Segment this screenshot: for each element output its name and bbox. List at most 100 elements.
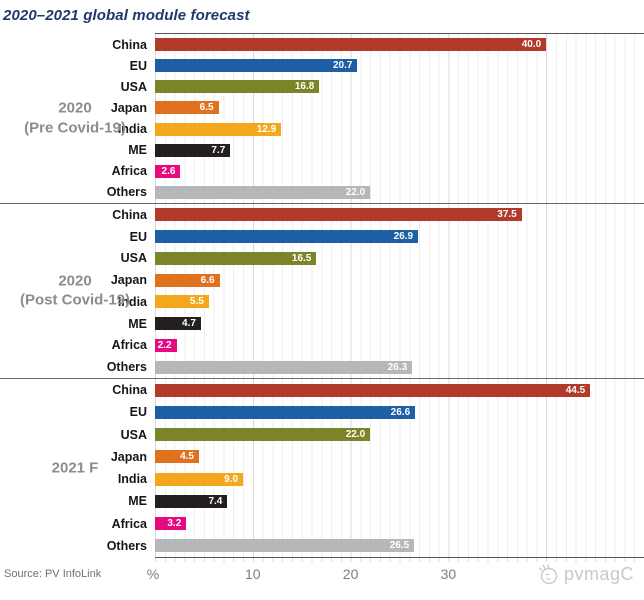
bar-track: 16.8 bbox=[155, 80, 644, 94]
bar-me: 7.4 bbox=[155, 494, 228, 508]
value-label: 26.9 bbox=[393, 231, 414, 243]
forecast-panel-2: 2020 (Post Covid-19) China 37.5 EU 26.9 USA 16.… bbox=[0, 203, 644, 378]
category-label-africa: Africa bbox=[111, 338, 147, 353]
bar-india: 12.9 bbox=[155, 122, 282, 136]
category-label-africa: Africa bbox=[111, 164, 147, 179]
axis-tick-marks bbox=[155, 558, 644, 562]
category-label-usa: USA bbox=[120, 427, 147, 442]
bar-row: Japan 6.6 bbox=[0, 269, 644, 291]
bar-row: Africa 2.2 bbox=[0, 335, 644, 357]
forecast-panel-1: 2020 (Pre Covid-19) China 40.0 EU 20.7 USA 16.8… bbox=[0, 33, 644, 203]
bar-row: Japan 4.5 bbox=[0, 446, 644, 468]
panel-separator bbox=[0, 378, 644, 379]
bar-track: 26.9 bbox=[155, 230, 644, 244]
value-label: 22.0 bbox=[345, 186, 366, 198]
bar-rows: China 37.5 EU 26.9 USA 16.5 Japan 6.6 India 5.5 ME… bbox=[0, 203, 644, 378]
value-label: 44.5 bbox=[565, 384, 586, 396]
bar-india: 5.5 bbox=[155, 295, 209, 309]
value-label: 16.5 bbox=[291, 252, 312, 264]
category-label-others: Others bbox=[106, 185, 147, 200]
category-label-others: Others bbox=[106, 538, 147, 553]
bar-usa: 22.0 bbox=[155, 428, 371, 442]
bar-row: USA 16.5 bbox=[0, 248, 644, 270]
value-label: 4.7 bbox=[182, 318, 196, 330]
bar-row: EU 26.6 bbox=[0, 401, 644, 423]
bar-track: 4.5 bbox=[155, 450, 644, 464]
bar-africa: 2.2 bbox=[155, 338, 177, 352]
value-label: 3.2 bbox=[167, 518, 182, 530]
axis-line bbox=[155, 557, 644, 558]
group-label: 2021 F bbox=[0, 458, 150, 478]
bar-others: 22.0 bbox=[155, 185, 371, 199]
bar-track: 7.4 bbox=[155, 494, 644, 508]
bar-me: 4.7 bbox=[155, 317, 201, 331]
category-label-eu: EU bbox=[129, 405, 147, 420]
value-label: 4.5 bbox=[180, 451, 194, 463]
bar-row: Others 26.5 bbox=[0, 535, 644, 557]
bar-africa: 2.6 bbox=[155, 164, 181, 178]
bar-row: ME 7.7 bbox=[0, 140, 644, 161]
bar-me: 7.7 bbox=[155, 143, 231, 157]
bar-china: 37.5 bbox=[155, 208, 522, 222]
bar-track: 2.6 bbox=[155, 164, 644, 178]
bar-track: 22.0 bbox=[155, 428, 644, 442]
bar-track: 26.5 bbox=[155, 539, 644, 553]
value-label: 7.7 bbox=[211, 144, 226, 156]
chart-title: 2020–2021 global module forecast bbox=[3, 7, 250, 24]
bar-africa: 3.2 bbox=[155, 517, 187, 531]
bar-row: EU 26.9 bbox=[0, 226, 644, 248]
bar-row: India 5.5 bbox=[0, 291, 644, 313]
bar-row: China 37.5 bbox=[0, 204, 644, 226]
value-label: 26.6 bbox=[390, 406, 411, 418]
panel-separator bbox=[0, 203, 644, 204]
chart-panels: 2020 (Pre Covid-19) China 40.0 EU 20.7 USA 16.8… bbox=[0, 33, 644, 557]
bar-usa: 16.5 bbox=[155, 251, 317, 265]
category-label-india: India bbox=[117, 472, 147, 487]
bar-row: ME 4.7 bbox=[0, 313, 644, 335]
bar-track: 12.9 bbox=[155, 122, 644, 136]
value-label: 40.0 bbox=[521, 39, 542, 51]
bar-track: 7.7 bbox=[155, 143, 644, 157]
bar-track: 26.6 bbox=[155, 405, 644, 419]
category-label-eu: EU bbox=[129, 58, 147, 73]
group-label: 2020 (Post Covid-19) bbox=[0, 271, 150, 310]
category-label-me: ME bbox=[128, 494, 147, 509]
bar-track: 22.0 bbox=[155, 185, 644, 199]
bar-track: 40.0 bbox=[155, 38, 644, 52]
bar-row: China 44.5 bbox=[0, 379, 644, 401]
axis-unit-label: % bbox=[146, 566, 160, 582]
category-label-india: India bbox=[117, 122, 147, 137]
bar-eu: 26.9 bbox=[155, 230, 419, 244]
category-label-japan: Japan bbox=[110, 100, 147, 115]
bar-track: 26.3 bbox=[155, 360, 644, 374]
bar-others: 26.5 bbox=[155, 539, 415, 553]
bar-row: USA 22.0 bbox=[0, 424, 644, 446]
bar-row: Africa 2.6 bbox=[0, 161, 644, 182]
bar-japan: 4.5 bbox=[155, 450, 199, 464]
value-label: 22.0 bbox=[345, 429, 366, 441]
plot-top-border bbox=[155, 33, 644, 34]
bar-track: 4.7 bbox=[155, 317, 644, 331]
tick-label-20: 20 bbox=[342, 566, 359, 582]
category-label-africa: Africa bbox=[111, 516, 147, 531]
category-label-china: China bbox=[112, 37, 147, 52]
group-label-line: (Post Covid-19) bbox=[19, 291, 130, 309]
value-label: 7.4 bbox=[208, 495, 223, 507]
value-label: 26.5 bbox=[389, 540, 410, 552]
value-label: 6.5 bbox=[199, 102, 214, 114]
bar-track: 16.5 bbox=[155, 251, 644, 265]
bar-rows: China 44.5 EU 26.6 USA 22.0 Japan 4.5 India 9.0 ME… bbox=[0, 378, 644, 557]
watermark-text: pvmagC bbox=[563, 563, 634, 584]
category-label-others: Others bbox=[106, 360, 147, 375]
bar-china: 44.5 bbox=[155, 383, 591, 397]
value-label: 26.3 bbox=[387, 361, 408, 373]
category-label-japan: Japan bbox=[110, 449, 147, 464]
source-label: Source: PV InfoLink bbox=[4, 568, 102, 580]
bar-rows: China 40.0 EU 20.7 USA 16.8 Japan 6.5 India 12.9 M… bbox=[0, 33, 644, 203]
group-label: 2020 (Pre Covid-19) bbox=[0, 99, 150, 138]
bar-track: 37.5 bbox=[155, 208, 644, 222]
bar-row: ME 7.4 bbox=[0, 490, 644, 512]
category-label-china: China bbox=[112, 207, 147, 222]
bar-eu: 26.6 bbox=[155, 405, 416, 419]
